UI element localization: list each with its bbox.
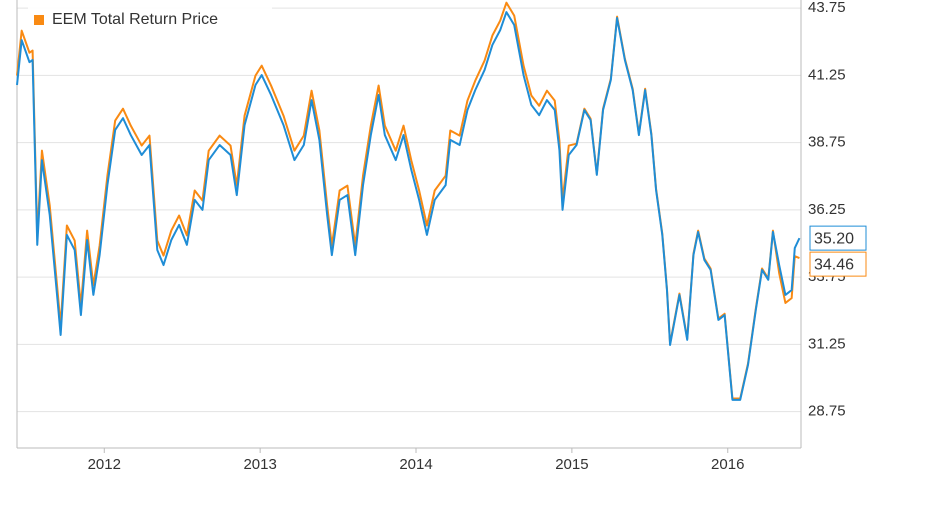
y-tick-label: 36.25 xyxy=(808,201,846,218)
x-tick-label: 2014 xyxy=(399,456,432,473)
y-tick-label: 38.75 xyxy=(808,134,846,151)
end-label: 34.46 xyxy=(814,256,854,273)
y-tick-label: 41.25 xyxy=(808,66,846,83)
x-tick-label: 2012 xyxy=(88,456,121,473)
legend-swatch xyxy=(34,15,44,25)
x-tick-label: 2013 xyxy=(243,456,276,473)
y-tick-label: 31.25 xyxy=(808,335,846,352)
legend-label: EEM Total Return Price xyxy=(52,11,218,28)
end-label-box xyxy=(809,225,867,251)
line-series xyxy=(16,11,801,401)
end-label: 35.20 xyxy=(814,230,854,247)
x-tick-label: 2016 xyxy=(711,456,744,473)
y-tick-label: 28.75 xyxy=(808,403,846,420)
legend-box xyxy=(28,0,272,36)
x-tick-label: 2015 xyxy=(555,456,588,473)
end-label-box xyxy=(809,251,867,277)
y-tick-label: 43.75 xyxy=(808,0,846,16)
